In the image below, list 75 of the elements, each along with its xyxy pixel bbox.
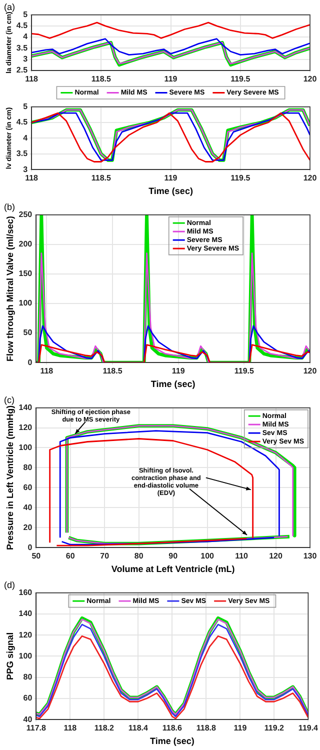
x-axis-title: Time (sec)	[150, 379, 196, 390]
x-tick-label: 100	[200, 552, 215, 561]
x-tick-label: 130	[303, 552, 318, 561]
y-tick-label: 5	[23, 102, 28, 112]
x-axis-title: Time (sec)	[150, 736, 194, 746]
x-tick-label: 119	[234, 724, 248, 733]
y-tick-label: 140	[18, 403, 33, 412]
y-tick-label: 200	[18, 240, 33, 249]
y-tick-label: 40	[23, 502, 33, 512]
y-tick-label: 3	[23, 54, 28, 64]
x-tick-label: 70	[100, 552, 110, 561]
x-tick-label: 118	[40, 366, 54, 376]
x-tick-label: 119	[172, 366, 186, 376]
x-tick-label: 119.5	[230, 74, 251, 84]
chart-title: (a)	[4, 2, 15, 12]
y-tick-label: 160	[18, 588, 33, 598]
x-tick-label: 118.2	[94, 724, 115, 733]
y-axis-title: Pressure in Left Ventricle (mmHg)	[4, 405, 15, 550]
chart-title: (d)	[4, 580, 15, 590]
x-axis-title: Volume at Left Ventricle (mL)	[111, 564, 235, 574]
y-tick-label: 60	[23, 694, 33, 703]
x-axis-title: Time (sec)	[148, 186, 193, 196]
y-tick-label: 4.5	[16, 118, 28, 127]
y-axis-title: PPG signal	[4, 632, 15, 680]
y-tick-label: 250	[18, 210, 33, 220]
y-tick-label: 0	[28, 542, 33, 552]
y-tick-label: 120	[18, 630, 33, 640]
x-tick-label: 118.8	[196, 724, 217, 733]
x-tick-label: 80	[134, 552, 144, 561]
x-tick-label: 117.8	[26, 724, 46, 733]
y-tick-label: 3	[23, 164, 28, 174]
x-tick-label: 120	[303, 74, 318, 84]
y-tick-label: 4	[23, 32, 28, 42]
y-tick-label: 3.5	[16, 43, 28, 52]
y-tick-label: 120	[18, 422, 33, 432]
x-tick-label: 119.5	[230, 174, 251, 183]
y-tick-label: 3.5	[16, 149, 28, 158]
y-tick-label: 100	[18, 442, 33, 452]
x-tick-label: 120	[269, 552, 283, 561]
y-tick-label: 80	[23, 462, 33, 472]
x-tick-label: 119	[164, 174, 178, 183]
x-tick-label: 119.2	[264, 724, 285, 733]
x-tick-label: 118	[25, 74, 39, 84]
x-tick-label: 118	[64, 724, 78, 733]
x-tick-label: 120	[303, 366, 318, 376]
y-tick-label: 60	[23, 482, 33, 492]
y-tick-label: 50	[23, 328, 33, 338]
x-tick-label: 118.5	[91, 174, 112, 183]
x-tick-label: 119.5	[234, 366, 255, 376]
y-tick-label: 80	[23, 672, 33, 682]
y-tick-label: 150	[18, 269, 33, 278]
y-tick-label: 2.5	[16, 66, 28, 75]
x-tick-label: 119.4	[298, 724, 319, 733]
x-tick-label: 118.5	[91, 74, 112, 84]
y-tick-label: 5	[23, 10, 28, 20]
x-tick-label: 110	[235, 552, 249, 561]
y-axis-title: Flow through Mitral Valve (ml/sec)	[4, 216, 15, 362]
y-tick-label: 0	[28, 358, 33, 367]
y-tick-label: 4	[23, 133, 28, 142]
x-tick-label: 120	[303, 174, 318, 183]
chart-title: (b)	[4, 202, 15, 212]
x-tick-label: 118.4	[128, 724, 149, 733]
x-tick-label: 60	[66, 552, 76, 561]
x-tick-label: 119	[164, 74, 178, 84]
x-tick-label: 118	[25, 174, 39, 183]
chart-title: (c)	[4, 394, 14, 405]
y-tick-label: 140	[18, 609, 33, 618]
y-tick-label: 100	[18, 651, 33, 660]
x-tick-label: 118.6	[162, 724, 183, 733]
x-tick-label: 90	[168, 552, 178, 561]
x-tick-label: 118.5	[102, 366, 123, 376]
y-tick-label: 20	[23, 522, 33, 532]
y-tick-label: 4.5	[16, 21, 28, 30]
y-tick-label: 100	[18, 298, 33, 308]
y-tick-label: 40	[23, 714, 33, 724]
